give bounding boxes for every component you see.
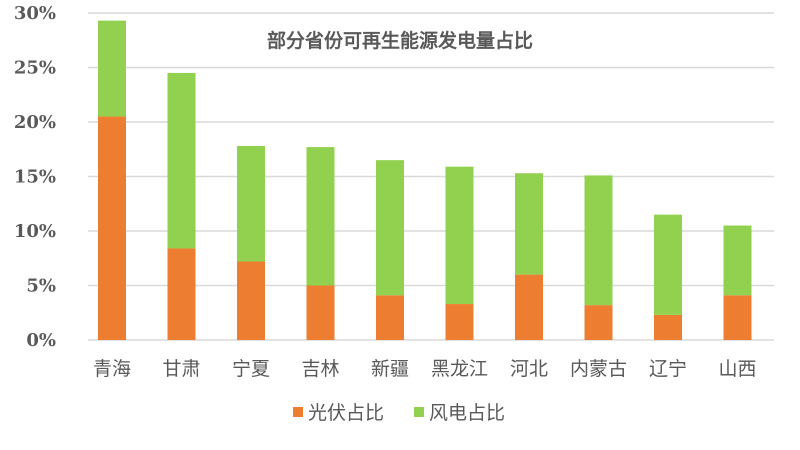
x-tick-label: 内蒙古 (570, 358, 627, 380)
x-tick-label: 新疆 (371, 358, 409, 380)
y-tick-label: 10% (14, 221, 56, 242)
bar-wind (376, 160, 404, 296)
bar-wind (167, 72, 196, 249)
bar-wind (515, 173, 543, 275)
y-axis-ticks: 0% 5% 10% 15% 20% 25% 30% (14, 3, 56, 351)
bar-wind (98, 20, 126, 117)
bar-solar (376, 295, 404, 340)
bar-solar (237, 261, 265, 340)
y-tick-label: 25% (14, 58, 56, 79)
x-axis-ticks: 青海 甘肃 宁夏 吉林 新疆 黑龙江 河北 内蒙古 辽宁 山西 (93, 358, 757, 380)
bar-solar (723, 295, 752, 340)
x-tick-label: 吉林 (301, 358, 339, 380)
x-tick-label: 山西 (718, 358, 756, 380)
bar-solar (654, 314, 682, 340)
y-tick-label: 5% (26, 276, 56, 297)
y-tick-label: 0% (26, 330, 56, 351)
y-tick-label: 15% (14, 167, 56, 188)
legend-label-wind: 风电占比 (429, 402, 505, 424)
bar-wind (445, 166, 474, 305)
y-tick-label: 20% (14, 112, 56, 133)
legend-swatch-wind (414, 407, 424, 417)
bar-solar (584, 305, 613, 340)
x-tick-label: 黑龙江 (431, 358, 488, 380)
gridlines (88, 12, 774, 341)
legend: 光伏占比 风电占比 (293, 402, 505, 424)
bar-solar (98, 116, 126, 340)
x-tick-label: 河北 (510, 358, 548, 380)
bar-wind (237, 145, 265, 262)
y-tick-label: 30% (14, 3, 56, 24)
x-tick-label: 宁夏 (232, 358, 270, 380)
x-tick-label: 甘肃 (162, 358, 200, 380)
legend-swatch-solar (293, 407, 303, 417)
legend-label-solar: 光伏占比 (308, 402, 384, 424)
bar-wind (584, 175, 613, 306)
chart-title: 部分省份可再生能源发电量占比 (267, 29, 533, 52)
bar-wind (654, 214, 682, 315)
bar-solar (306, 285, 335, 340)
bars (98, 20, 752, 340)
bar-solar (167, 248, 196, 340)
bar-wind (306, 147, 335, 286)
bar-solar (515, 274, 543, 340)
bar-solar (445, 304, 474, 340)
x-tick-label: 辽宁 (649, 358, 687, 380)
x-tick-label: 青海 (93, 358, 131, 380)
bar-wind (723, 225, 752, 296)
